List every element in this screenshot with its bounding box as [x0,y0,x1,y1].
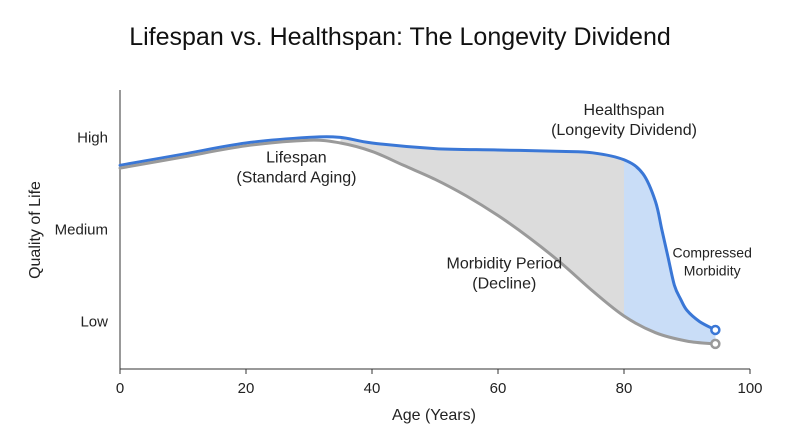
annotation-line: (Decline) [472,276,536,293]
annotation-2: Morbidity Period (Decline) [446,256,562,293]
annotation-line: Lifespan [266,150,327,167]
x-tick-label: 0 [116,380,124,397]
lifespan-line [118,138,717,346]
y-tick-label: Medium [55,222,108,239]
y-tick-label: Low [80,314,108,331]
annotation-1: Healthspan (Longevity Dividend) [551,102,697,139]
annotation-line: Compressed [673,244,752,260]
annotation-line: (Longevity Dividend) [551,122,697,139]
x-tick-label: 40 [364,380,381,397]
annotation-3: Compressed Morbidity [673,244,752,278]
y-tick-label: High [77,129,108,146]
y-axis-label: Quality of Life [27,181,44,279]
chart-title: Lifespan vs. Healthspan: The Longevity D… [129,23,671,51]
healthspan-line [118,135,717,332]
x-axis-label: Age (Years) [392,407,476,424]
x-tick-label: 80 [616,380,633,397]
compressed-morbidity-region [624,159,716,344]
plot-area: 0 20 40 60 80 100 High Medium Low Lifespan (Standa… [55,90,763,397]
annotation-line: Morbidity [684,262,741,278]
annotation-line: (Standard Aging) [236,170,356,187]
annotation-line: Morbidity Period [446,256,562,273]
healthspan-end-point [710,324,721,336]
morbidity-region [340,137,624,316]
x-tick-label: 20 [238,380,255,397]
annotation-0: Lifespan (Standard Aging) [236,150,356,187]
annotation-line: Healthspan [584,102,665,119]
x-tick-label: 60 [490,380,507,397]
x-tick-label: 100 [737,380,762,397]
lifespan-end-point [710,338,721,350]
